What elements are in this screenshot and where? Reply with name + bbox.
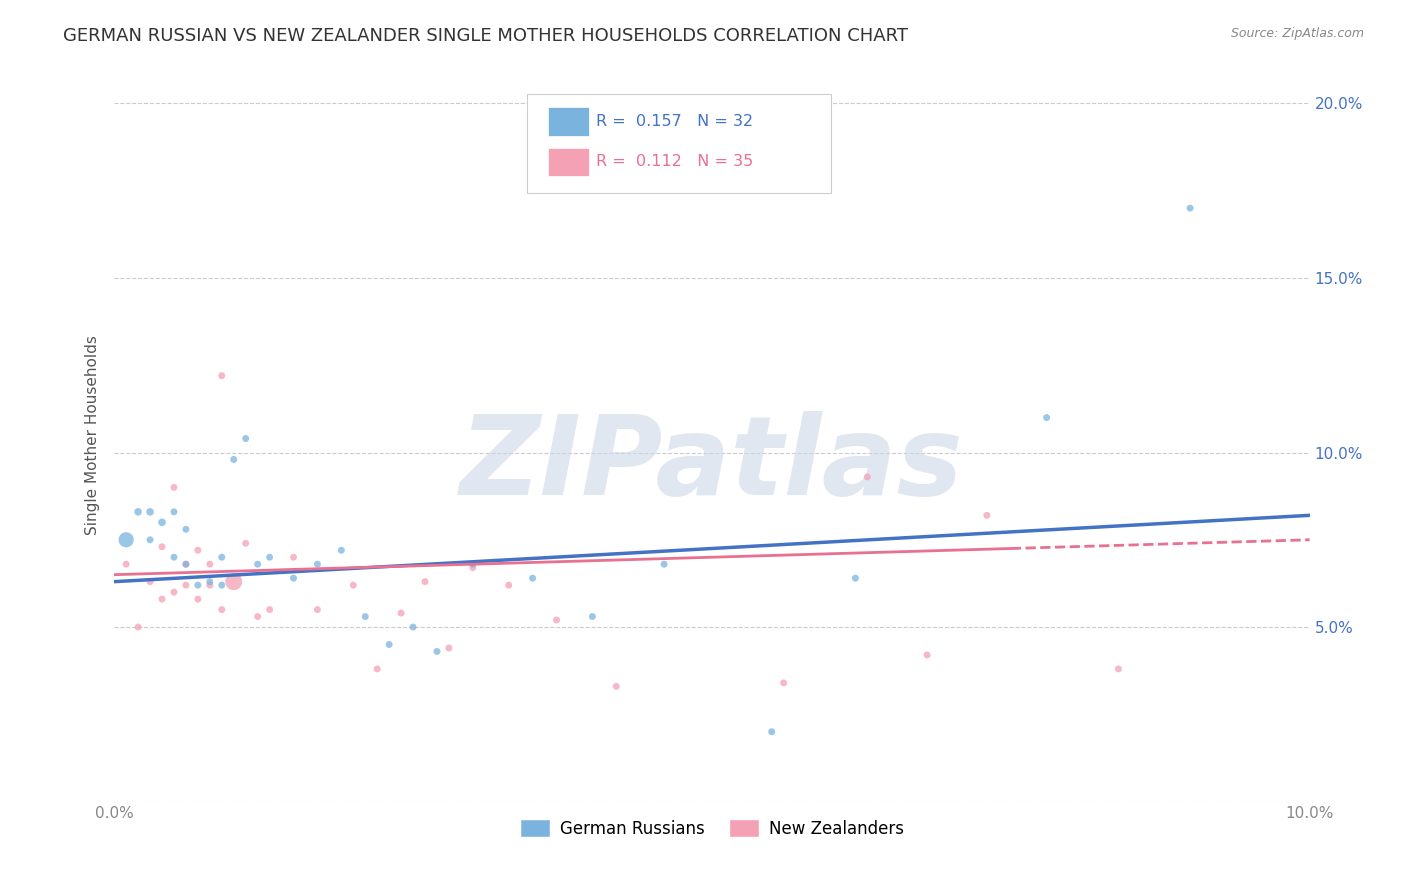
Text: ZIPatlas: ZIPatlas: [460, 411, 963, 518]
Point: [222, 452, 245, 467]
Text: R =  0.157   N = 32: R = 0.157 N = 32: [596, 114, 754, 128]
Point: [150, 540, 173, 554]
Legend: German Russians, New Zealanders: German Russians, New Zealanders: [513, 813, 911, 845]
Point: [187, 578, 209, 592]
Point: [413, 574, 436, 589]
Point: [211, 550, 233, 565]
Point: [174, 578, 197, 592]
Point: [354, 609, 377, 624]
FancyBboxPatch shape: [527, 95, 831, 194]
Point: [605, 679, 627, 693]
Point: [283, 550, 305, 565]
Point: [198, 558, 221, 572]
Point: [163, 505, 186, 519]
Point: [844, 571, 866, 585]
Point: [307, 558, 329, 572]
Point: [198, 578, 221, 592]
Text: R =  0.112   N = 35: R = 0.112 N = 35: [596, 154, 754, 169]
Point: [581, 609, 603, 624]
Point: [915, 648, 938, 662]
Point: [389, 606, 412, 620]
Point: [246, 609, 269, 624]
Point: [163, 550, 186, 565]
Point: [246, 558, 269, 572]
Point: [211, 578, 233, 592]
Point: [546, 613, 568, 627]
Point: [426, 644, 449, 658]
Point: [366, 662, 388, 676]
Point: [127, 620, 149, 634]
Point: [1107, 662, 1129, 676]
Point: [437, 640, 460, 655]
Point: [163, 585, 186, 599]
Point: [342, 578, 364, 592]
Point: [772, 676, 794, 690]
Point: [461, 560, 484, 574]
Y-axis label: Single Mother Households: Single Mother Households: [86, 335, 100, 535]
Point: [283, 571, 305, 585]
Point: [378, 638, 401, 652]
Point: [498, 578, 520, 592]
Point: [174, 522, 197, 536]
Point: [115, 558, 138, 572]
Point: [139, 533, 162, 547]
Point: [522, 571, 544, 585]
Text: Source: ZipAtlas.com: Source: ZipAtlas.com: [1230, 27, 1364, 40]
FancyBboxPatch shape: [548, 107, 589, 136]
FancyBboxPatch shape: [548, 148, 589, 177]
Point: [856, 470, 879, 484]
Point: [115, 533, 138, 547]
Point: [235, 432, 257, 446]
Point: [127, 505, 149, 519]
Point: [761, 724, 783, 739]
Point: [139, 505, 162, 519]
Point: [150, 592, 173, 607]
Point: [652, 558, 675, 572]
Point: [211, 602, 233, 616]
Point: [222, 574, 245, 589]
Point: [174, 558, 197, 572]
Point: [139, 574, 162, 589]
Point: [174, 558, 197, 572]
Text: GERMAN RUSSIAN VS NEW ZEALANDER SINGLE MOTHER HOUSEHOLDS CORRELATION CHART: GERMAN RUSSIAN VS NEW ZEALANDER SINGLE M…: [63, 27, 908, 45]
Point: [402, 620, 425, 634]
Point: [976, 508, 998, 523]
Point: [150, 516, 173, 530]
Point: [1035, 410, 1057, 425]
Point: [235, 536, 257, 550]
Point: [1178, 201, 1201, 215]
Point: [211, 368, 233, 383]
Point: [163, 480, 186, 494]
Point: [187, 592, 209, 607]
Point: [307, 602, 329, 616]
Point: [198, 574, 221, 589]
Point: [259, 550, 281, 565]
Point: [330, 543, 353, 558]
Point: [187, 543, 209, 558]
Point: [461, 558, 484, 572]
Point: [259, 602, 281, 616]
